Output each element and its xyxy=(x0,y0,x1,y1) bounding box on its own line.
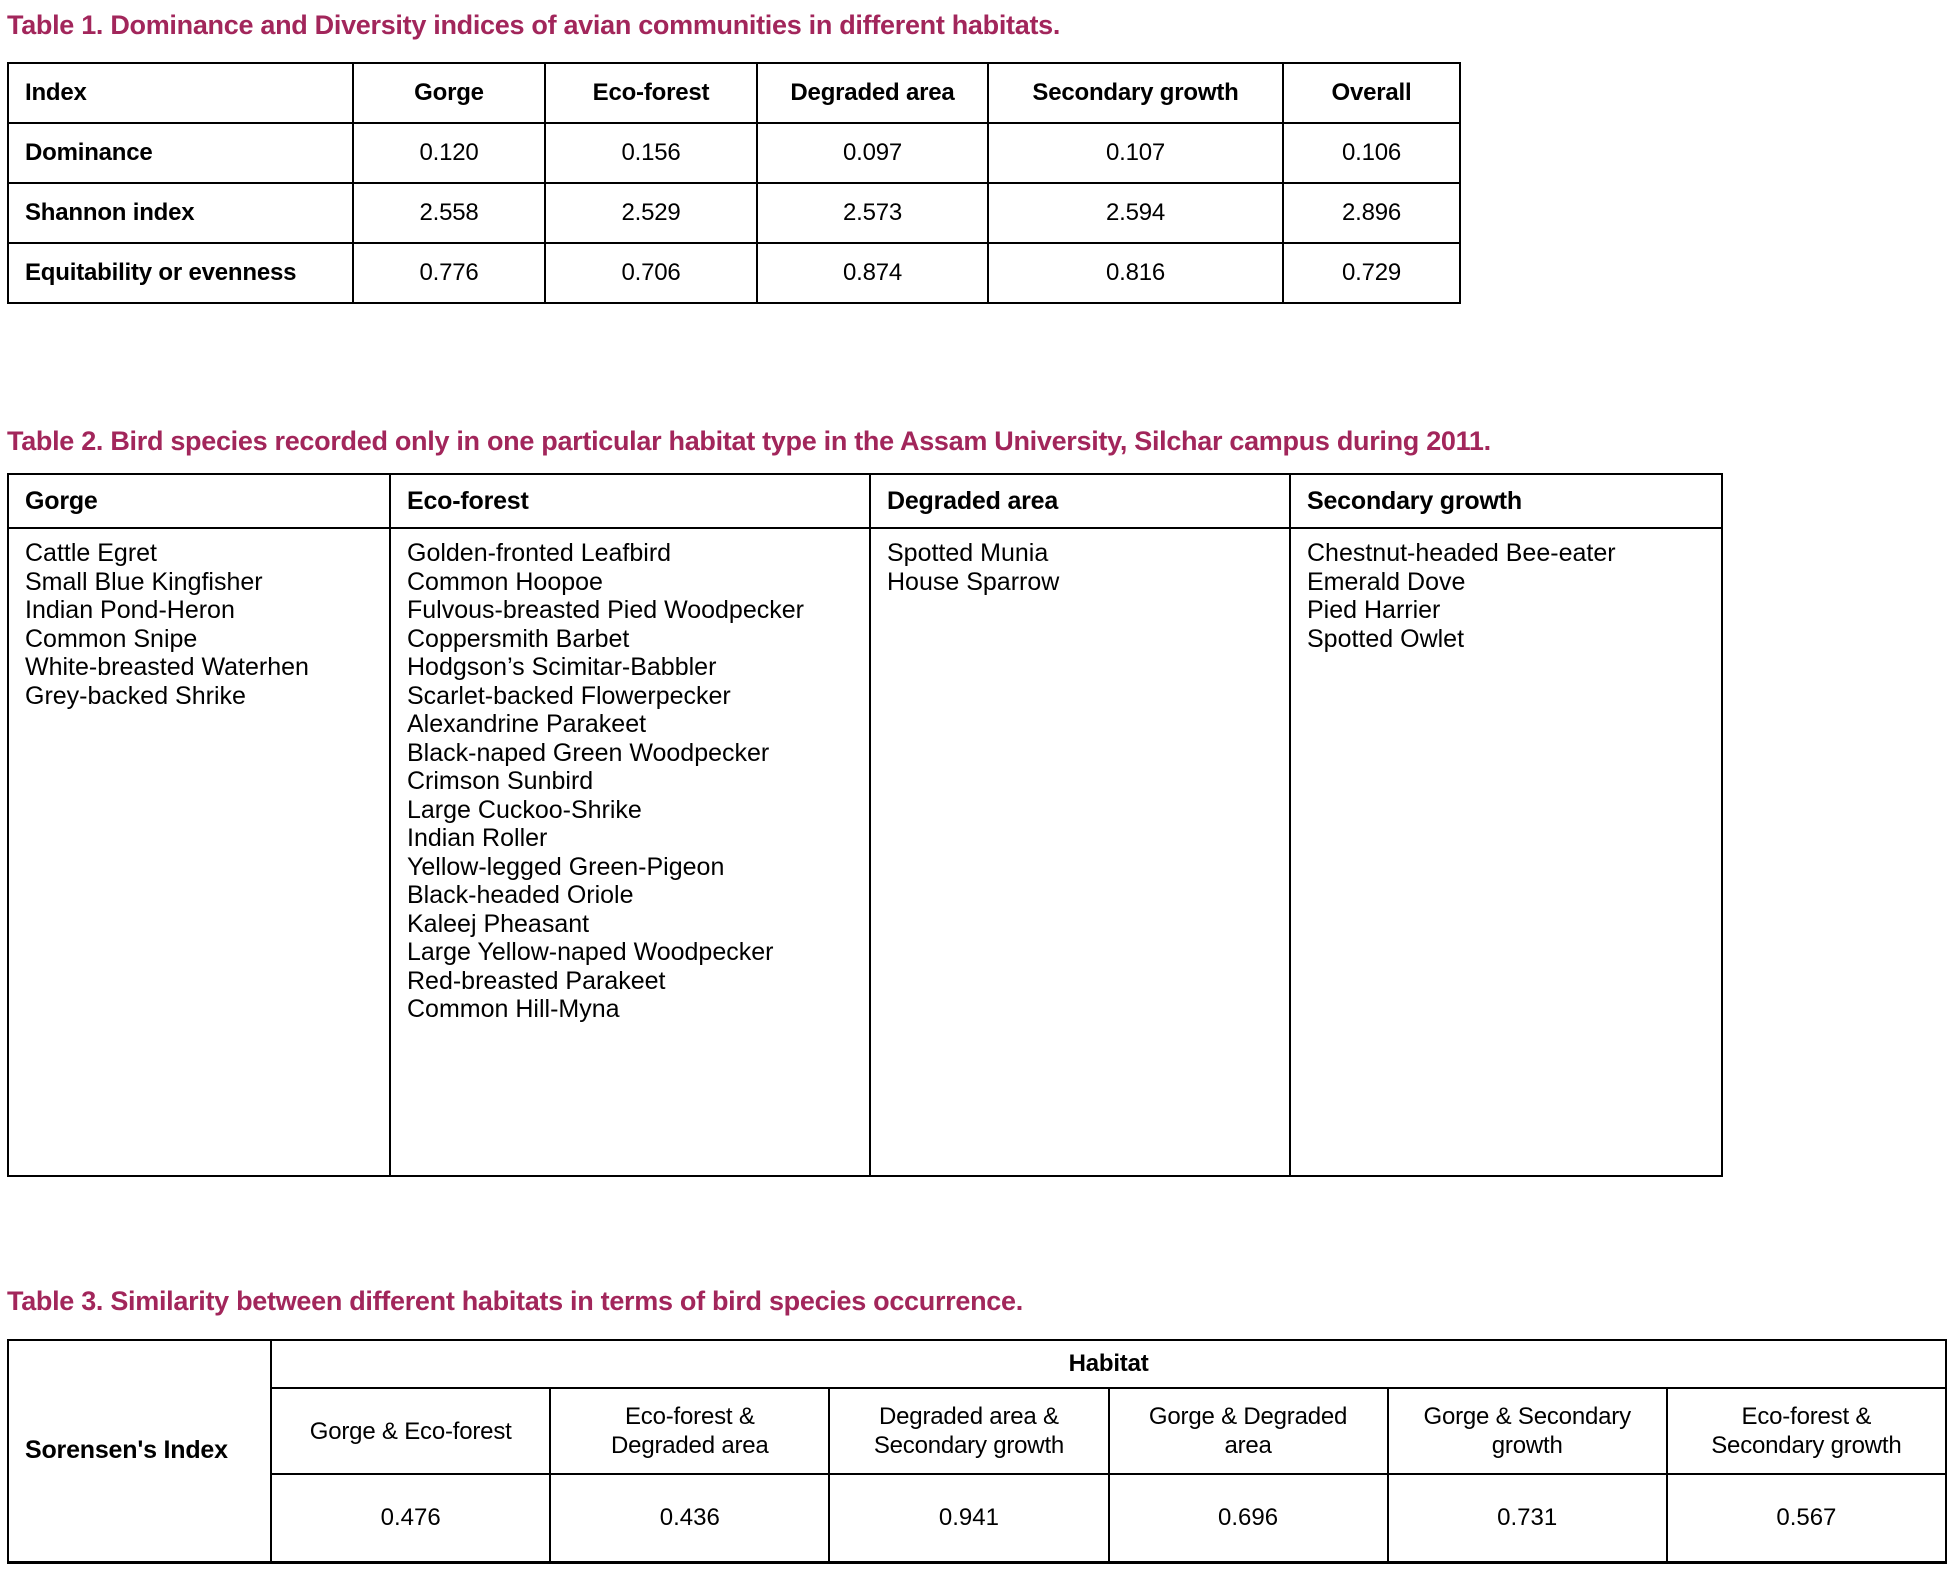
species-item: Common Snipe xyxy=(25,624,198,653)
table-row: Dominance 0.120 0.156 0.097 0.107 0.106 xyxy=(7,122,1461,184)
species-item: Coppersmith Barbet xyxy=(407,624,630,653)
species-item: Red-breasted Parakeet xyxy=(407,966,666,995)
species-list-secondary-growth: Chestnut-headed Bee-eater Emerald Dove P… xyxy=(1289,527,1723,1177)
table-cell: 2.558 xyxy=(352,182,546,244)
row-label-dominance: Dominance xyxy=(7,122,354,184)
species-item: House Sparrow xyxy=(887,567,1060,596)
table-cell: 2.594 xyxy=(987,182,1284,244)
species-item: Grey-backed Shrike xyxy=(25,681,246,710)
table-cell: 0.816 xyxy=(987,242,1284,304)
table2-header-degraded-area: Degraded area xyxy=(869,473,1291,529)
species-item: Pied Harrier xyxy=(1307,596,1441,624)
table1-header-secondary-growth: Secondary growth xyxy=(987,62,1284,124)
species-item: Hodgson’s Scimitar-Babbler xyxy=(407,653,717,681)
pair-header-gorge-degraded: Gorge & Degraded area xyxy=(1107,1387,1389,1475)
row-label-shannon-index: Shannon index xyxy=(7,182,354,244)
table-cell: 0.696 xyxy=(1107,1473,1389,1563)
species-list-degraded-area: Spotted Munia House Sparrow xyxy=(869,527,1291,1177)
species-item: White-breasted Waterhen xyxy=(25,653,309,681)
table2-header-gorge: Gorge xyxy=(7,473,391,529)
species-list-gorge: Cattle Egret Small Blue Kingfisher India… xyxy=(7,527,391,1177)
table-cell: 0.729 xyxy=(1282,242,1461,304)
table-cell: 0.097 xyxy=(756,122,989,184)
table-cell: 0.706 xyxy=(544,242,758,304)
pair-header-eco-forest-degraded: Eco-forest & Degraded area xyxy=(549,1387,831,1475)
pair-header-eco-forest-secondary: Eco-forest & Secondary growth xyxy=(1665,1387,1948,1475)
table1-header-overall: Overall xyxy=(1282,62,1461,124)
species-list-eco-forest: Golden-fronted Leafbird Common Hoopoe Fu… xyxy=(389,527,871,1177)
species-item: Large Yellow-naped Woodpecker xyxy=(407,938,774,966)
table-cell: 0.776 xyxy=(352,242,546,304)
pair-header-gorge-eco-forest: Gorge & Eco-forest xyxy=(270,1387,552,1475)
species-item: Golden-fronted Leafbird xyxy=(407,539,672,567)
table2-body-row: Cattle Egret Small Blue Kingfisher India… xyxy=(7,527,1723,1177)
table1-header-row: Index Gorge Eco-forest Degraded area Sec… xyxy=(7,62,1461,124)
species-item: Indian Roller xyxy=(407,824,548,852)
pair-header-gorge-secondary: Gorge & Secondary growth xyxy=(1386,1387,1668,1475)
species-item: Common Hoopoe xyxy=(407,567,603,596)
row-label-equitability: Equitability or evenness xyxy=(7,242,354,304)
table-cell: 0.107 xyxy=(987,122,1284,184)
species-item: Black-naped Green Woodpecker xyxy=(407,738,770,767)
species-item: Large Cuckoo-Shrike xyxy=(407,795,642,824)
table3-subheader-row: Gorge & Eco-forest Eco-forest & Degraded… xyxy=(8,1387,1948,1475)
table2-header-eco-forest: Eco-forest xyxy=(389,473,871,529)
table1-dominance-diversity: Index Gorge Eco-forest Degraded area Sec… xyxy=(7,62,1461,304)
table-cell: 0.156 xyxy=(544,122,758,184)
table-cell: 2.573 xyxy=(756,182,989,244)
table3-title: Table 3. Similarity between different ha… xyxy=(7,1286,1023,1316)
species-item: Spotted Owlet xyxy=(1307,624,1465,653)
table-row: Equitability or evenness 0.776 0.706 0.8… xyxy=(7,242,1461,304)
table-cell: 0.476 xyxy=(270,1473,552,1563)
table-cell: 0.941 xyxy=(828,1473,1110,1563)
table-cell: 0.874 xyxy=(756,242,989,304)
species-item: Black-headed Oriole xyxy=(407,881,634,909)
species-item: Yellow-legged Green-Pigeon xyxy=(407,852,725,881)
pair-header-degraded-secondary: Degraded area & Secondary growth xyxy=(828,1387,1110,1475)
table1-header-gorge: Gorge xyxy=(352,62,546,124)
species-item: Spotted Munia xyxy=(887,539,1049,567)
species-item: Scarlet-backed Flowerpecker xyxy=(407,681,731,710)
table2-header-secondary-growth: Secondary growth xyxy=(1289,473,1723,529)
table-cell: 2.529 xyxy=(544,182,758,244)
row-label-sorensens-index: Sorensen's Index xyxy=(6,1339,273,1563)
table2-header-row: Gorge Eco-forest Degraded area Secondary… xyxy=(7,473,1723,529)
table1-header-degraded-area: Degraded area xyxy=(756,62,989,124)
table-cell: 0.106 xyxy=(1282,122,1461,184)
species-item: Kaleej Pheasant xyxy=(407,909,590,938)
table2-habitat-exclusive-species: Gorge Eco-forest Degraded area Secondary… xyxy=(7,473,1723,1177)
table-cell: 2.896 xyxy=(1282,182,1461,244)
species-item: Fulvous-breasted Pied Woodpecker xyxy=(407,596,804,624)
table3-header-habitat: Habitat xyxy=(270,1339,1947,1389)
table-cell: 0.731 xyxy=(1386,1473,1668,1563)
table-row: Shannon index 2.558 2.529 2.573 2.594 2.… xyxy=(7,182,1461,244)
table-cell: 0.120 xyxy=(352,122,546,184)
table1-title: Table 1. Dominance and Diversity indices… xyxy=(7,10,1061,40)
species-item: Small Blue Kingfisher xyxy=(25,567,263,596)
species-item: Chestnut-headed Bee-eater xyxy=(1307,539,1616,567)
table-cell: 0.436 xyxy=(549,1473,831,1563)
table1-header-index: Index xyxy=(7,62,354,124)
table3-values-row: 0.476 0.436 0.941 0.696 0.731 0.567 xyxy=(8,1473,1948,1563)
table1-header-eco-forest: Eco-forest xyxy=(544,62,758,124)
species-item: Indian Pond-Heron xyxy=(25,596,235,624)
species-item: Emerald Dove xyxy=(1307,567,1466,596)
table3-habitat-similarity: Sorensen's Index Habitat Gorge & Eco-for… xyxy=(6,1339,1948,1564)
species-item: Common Hill-Myna xyxy=(407,995,620,1023)
species-item: Crimson Sunbird xyxy=(407,767,594,795)
species-item: Alexandrine Parakeet xyxy=(407,710,647,738)
table3-group-header-row: Sorensen's Index Habitat xyxy=(6,1339,1947,1563)
species-item: Cattle Egret xyxy=(25,539,158,567)
table2-title: Table 2. Bird species recorded only in o… xyxy=(7,426,1491,456)
table-cell: 0.567 xyxy=(1665,1473,1948,1563)
